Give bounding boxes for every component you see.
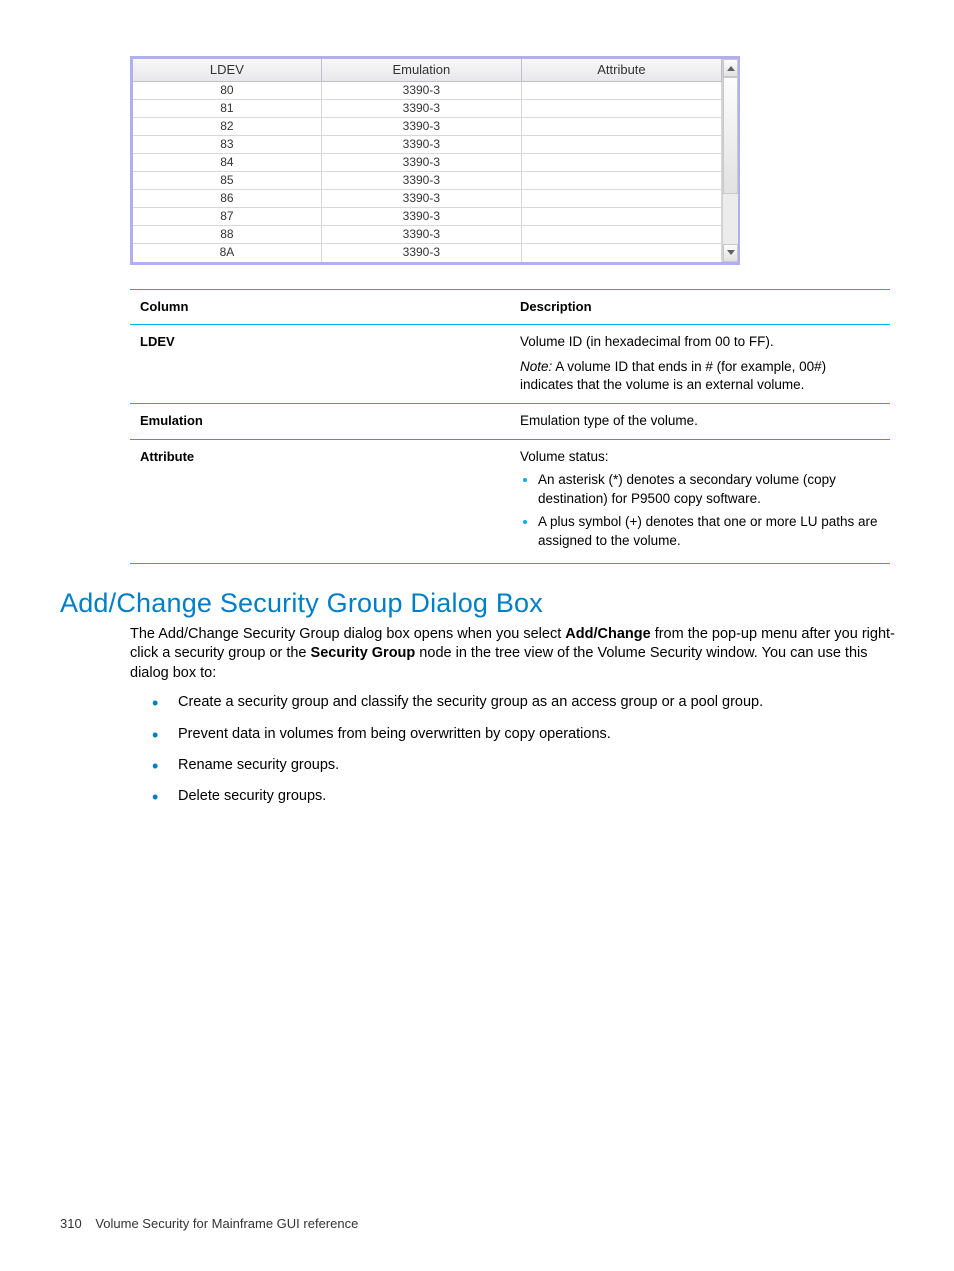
table-row[interactable]: 883390-3: [133, 226, 722, 244]
table-cell: [521, 136, 721, 154]
section-heading: Add/Change Security Group Dialog Box: [60, 588, 894, 619]
desc-row-value: Volume status: An asterisk (*) denotes a…: [510, 440, 890, 563]
table-cell: [521, 208, 721, 226]
scroll-up-button[interactable]: [723, 59, 738, 77]
page-number: 310: [60, 1216, 82, 1231]
grid-header-attribute[interactable]: Attribute: [521, 59, 721, 82]
chevron-down-icon: [727, 250, 735, 255]
table-row[interactable]: 853390-3: [133, 172, 722, 190]
table-cell: [521, 244, 721, 262]
table-cell: 88: [133, 226, 321, 244]
table-row[interactable]: 803390-3: [133, 82, 722, 100]
desc-head-description: Description: [510, 289, 890, 324]
scroll-thumb[interactable]: [723, 77, 738, 194]
scroll-track[interactable]: [723, 77, 738, 244]
scrollbar[interactable]: [722, 59, 738, 262]
list-item: Rename security groups.: [150, 754, 890, 777]
table-cell: [521, 118, 721, 136]
chevron-up-icon: [727, 66, 735, 71]
table-cell: [521, 190, 721, 208]
table-cell: [521, 154, 721, 172]
grid-header-ldev[interactable]: LDEV: [133, 59, 321, 82]
table-cell: 3390-3: [321, 244, 521, 262]
table-cell: [521, 100, 721, 118]
text-run: The Add/Change Security Group dialog box…: [130, 626, 565, 642]
table-row[interactable]: 863390-3: [133, 190, 722, 208]
table-cell: 86: [133, 190, 321, 208]
table-cell: 3390-3: [321, 172, 521, 190]
table-cell: 87: [133, 208, 321, 226]
desc-bullets: An asterisk (*) denotes a secondary volu…: [520, 471, 880, 551]
table-cell: 80: [133, 82, 321, 100]
desc-row-value: Volume ID (in hexadecimal from 00 to FF)…: [510, 324, 890, 404]
table-row[interactable]: 823390-3: [133, 118, 722, 136]
bold-text: Add/Change: [565, 626, 650, 642]
table-cell: 3390-3: [321, 136, 521, 154]
note-label: Note:: [520, 359, 552, 374]
table-cell: [521, 82, 721, 100]
desc-text: Volume ID (in hexadecimal from 00 to FF)…: [520, 333, 880, 352]
table-cell: [521, 172, 721, 190]
table-cell: 3390-3: [321, 100, 521, 118]
ldev-grid: LDEV Emulation Attribute 803390-3813390-…: [130, 56, 740, 265]
table-cell: 81: [133, 100, 321, 118]
table-cell: 84: [133, 154, 321, 172]
table-cell: 83: [133, 136, 321, 154]
table-cell: 3390-3: [321, 190, 521, 208]
table-cell: [521, 226, 721, 244]
desc-note: Note: A volume ID that ends in # (for ex…: [520, 358, 880, 396]
page-footer: 310 Volume Security for Mainframe GUI re…: [60, 1216, 358, 1231]
table-cell: 82: [133, 118, 321, 136]
table-row[interactable]: 833390-3: [133, 136, 722, 154]
list-item: Delete security groups.: [150, 785, 890, 808]
desc-row-label: LDEV: [130, 324, 510, 404]
table-row[interactable]: 873390-3: [133, 208, 722, 226]
list-item: Prevent data in volumes from being overw…: [150, 723, 890, 746]
table-row[interactable]: 843390-3: [133, 154, 722, 172]
grid-header-emulation[interactable]: Emulation: [321, 59, 521, 82]
scroll-down-button[interactable]: [723, 244, 738, 262]
table-cell: 3390-3: [321, 118, 521, 136]
desc-row-label: Emulation: [130, 404, 510, 440]
bold-text: Security Group: [311, 645, 416, 661]
table-row[interactable]: 813390-3: [133, 100, 722, 118]
footer-title: Volume Security for Mainframe GUI refere…: [95, 1216, 358, 1231]
list-item: Create a security group and classify the…: [150, 691, 890, 714]
table-row[interactable]: 8A3390-3: [133, 244, 722, 262]
table-cell: 85: [133, 172, 321, 190]
table-cell: 8A: [133, 244, 321, 262]
section-paragraph: The Add/Change Security Group dialog box…: [130, 625, 900, 684]
desc-head-column: Column: [130, 289, 510, 324]
section-bullet-list: Create a security group and classify the…: [150, 691, 890, 808]
table-cell: 3390-3: [321, 154, 521, 172]
ldev-table: LDEV Emulation Attribute 803390-3813390-…: [133, 59, 722, 262]
table-cell: 3390-3: [321, 82, 521, 100]
desc-row-label: Attribute: [130, 440, 510, 563]
list-item: An asterisk (*) denotes a secondary volu…: [538, 471, 880, 509]
list-item: A plus symbol (+) denotes that one or mo…: [538, 513, 880, 551]
table-cell: 3390-3: [321, 226, 521, 244]
desc-row-value: Emulation type of the volume.: [510, 404, 890, 440]
desc-text: Volume status:: [520, 448, 880, 467]
note-text: A volume ID that ends in # (for example,…: [520, 359, 826, 393]
table-cell: 3390-3: [321, 208, 521, 226]
column-description-table: Column Description LDEV Volume ID (in he…: [130, 289, 890, 564]
